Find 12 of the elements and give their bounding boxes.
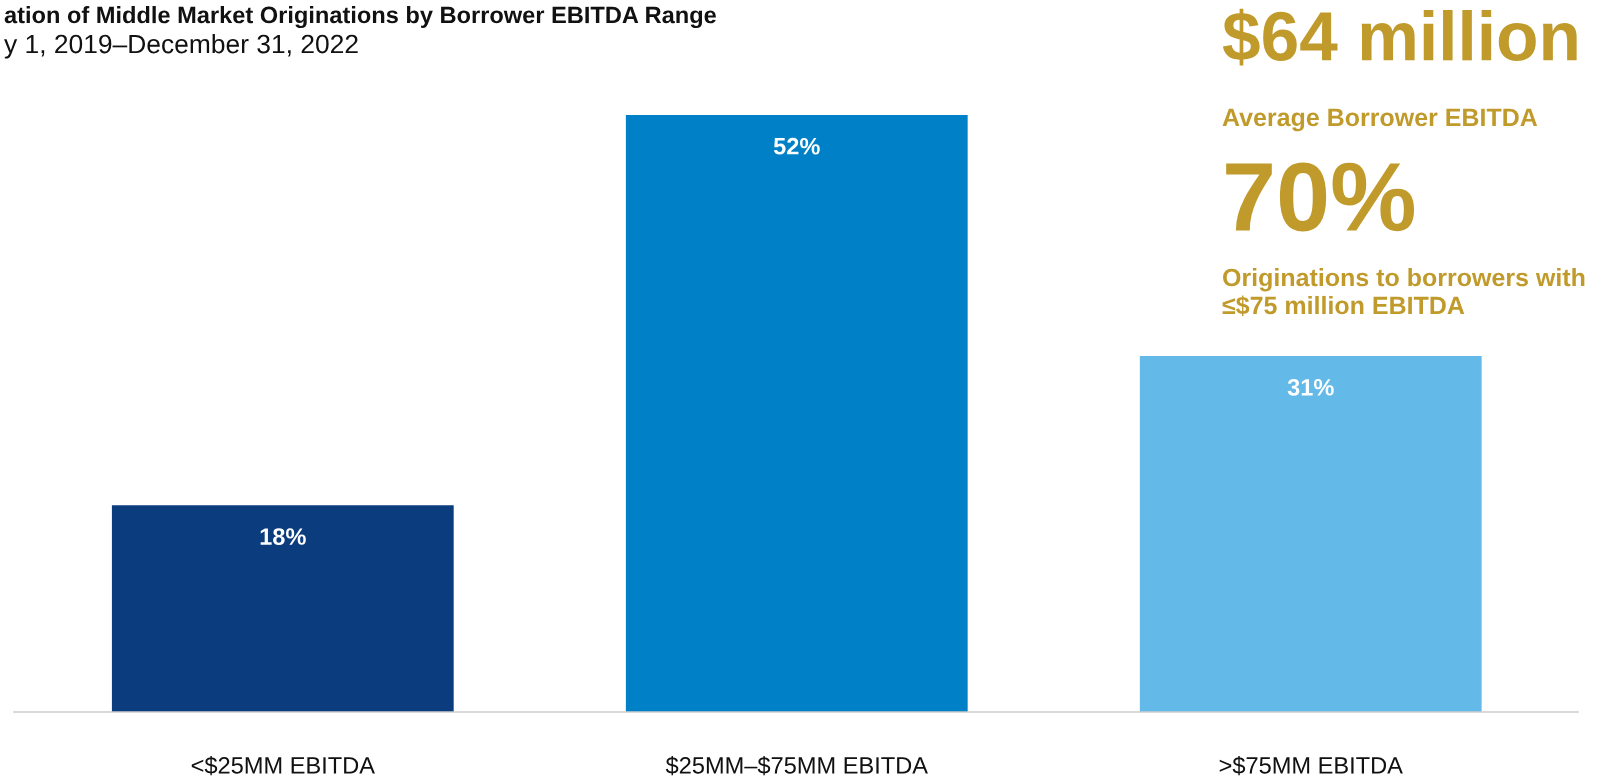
annotation: Average Borrower EBITDA [1222, 108, 1538, 132]
data-label: 31% [1287, 378, 1334, 396]
chart-subtitle: y 1, 2019–December 31, 2022 [4, 34, 358, 59]
chart-title: ation of Middle Market Originations by Borrower EBITDA Range [4, 6, 716, 29]
x-tick-label: <$25MM EBITDA [191, 756, 375, 776]
x-tick-label: >$75MM EBITDA [1219, 756, 1403, 776]
annotation: Originations to borrowers with ≤$75 million EBITDA [1222, 268, 1585, 316]
data-label: 52% [773, 137, 820, 155]
x-tick-label: $25MM–$75MM EBITDA [665, 756, 928, 776]
annotation: 70% [1226, 162, 1415, 232]
text: $64 million [1222, 8, 1577, 66]
data-label: 18% [260, 528, 306, 545]
